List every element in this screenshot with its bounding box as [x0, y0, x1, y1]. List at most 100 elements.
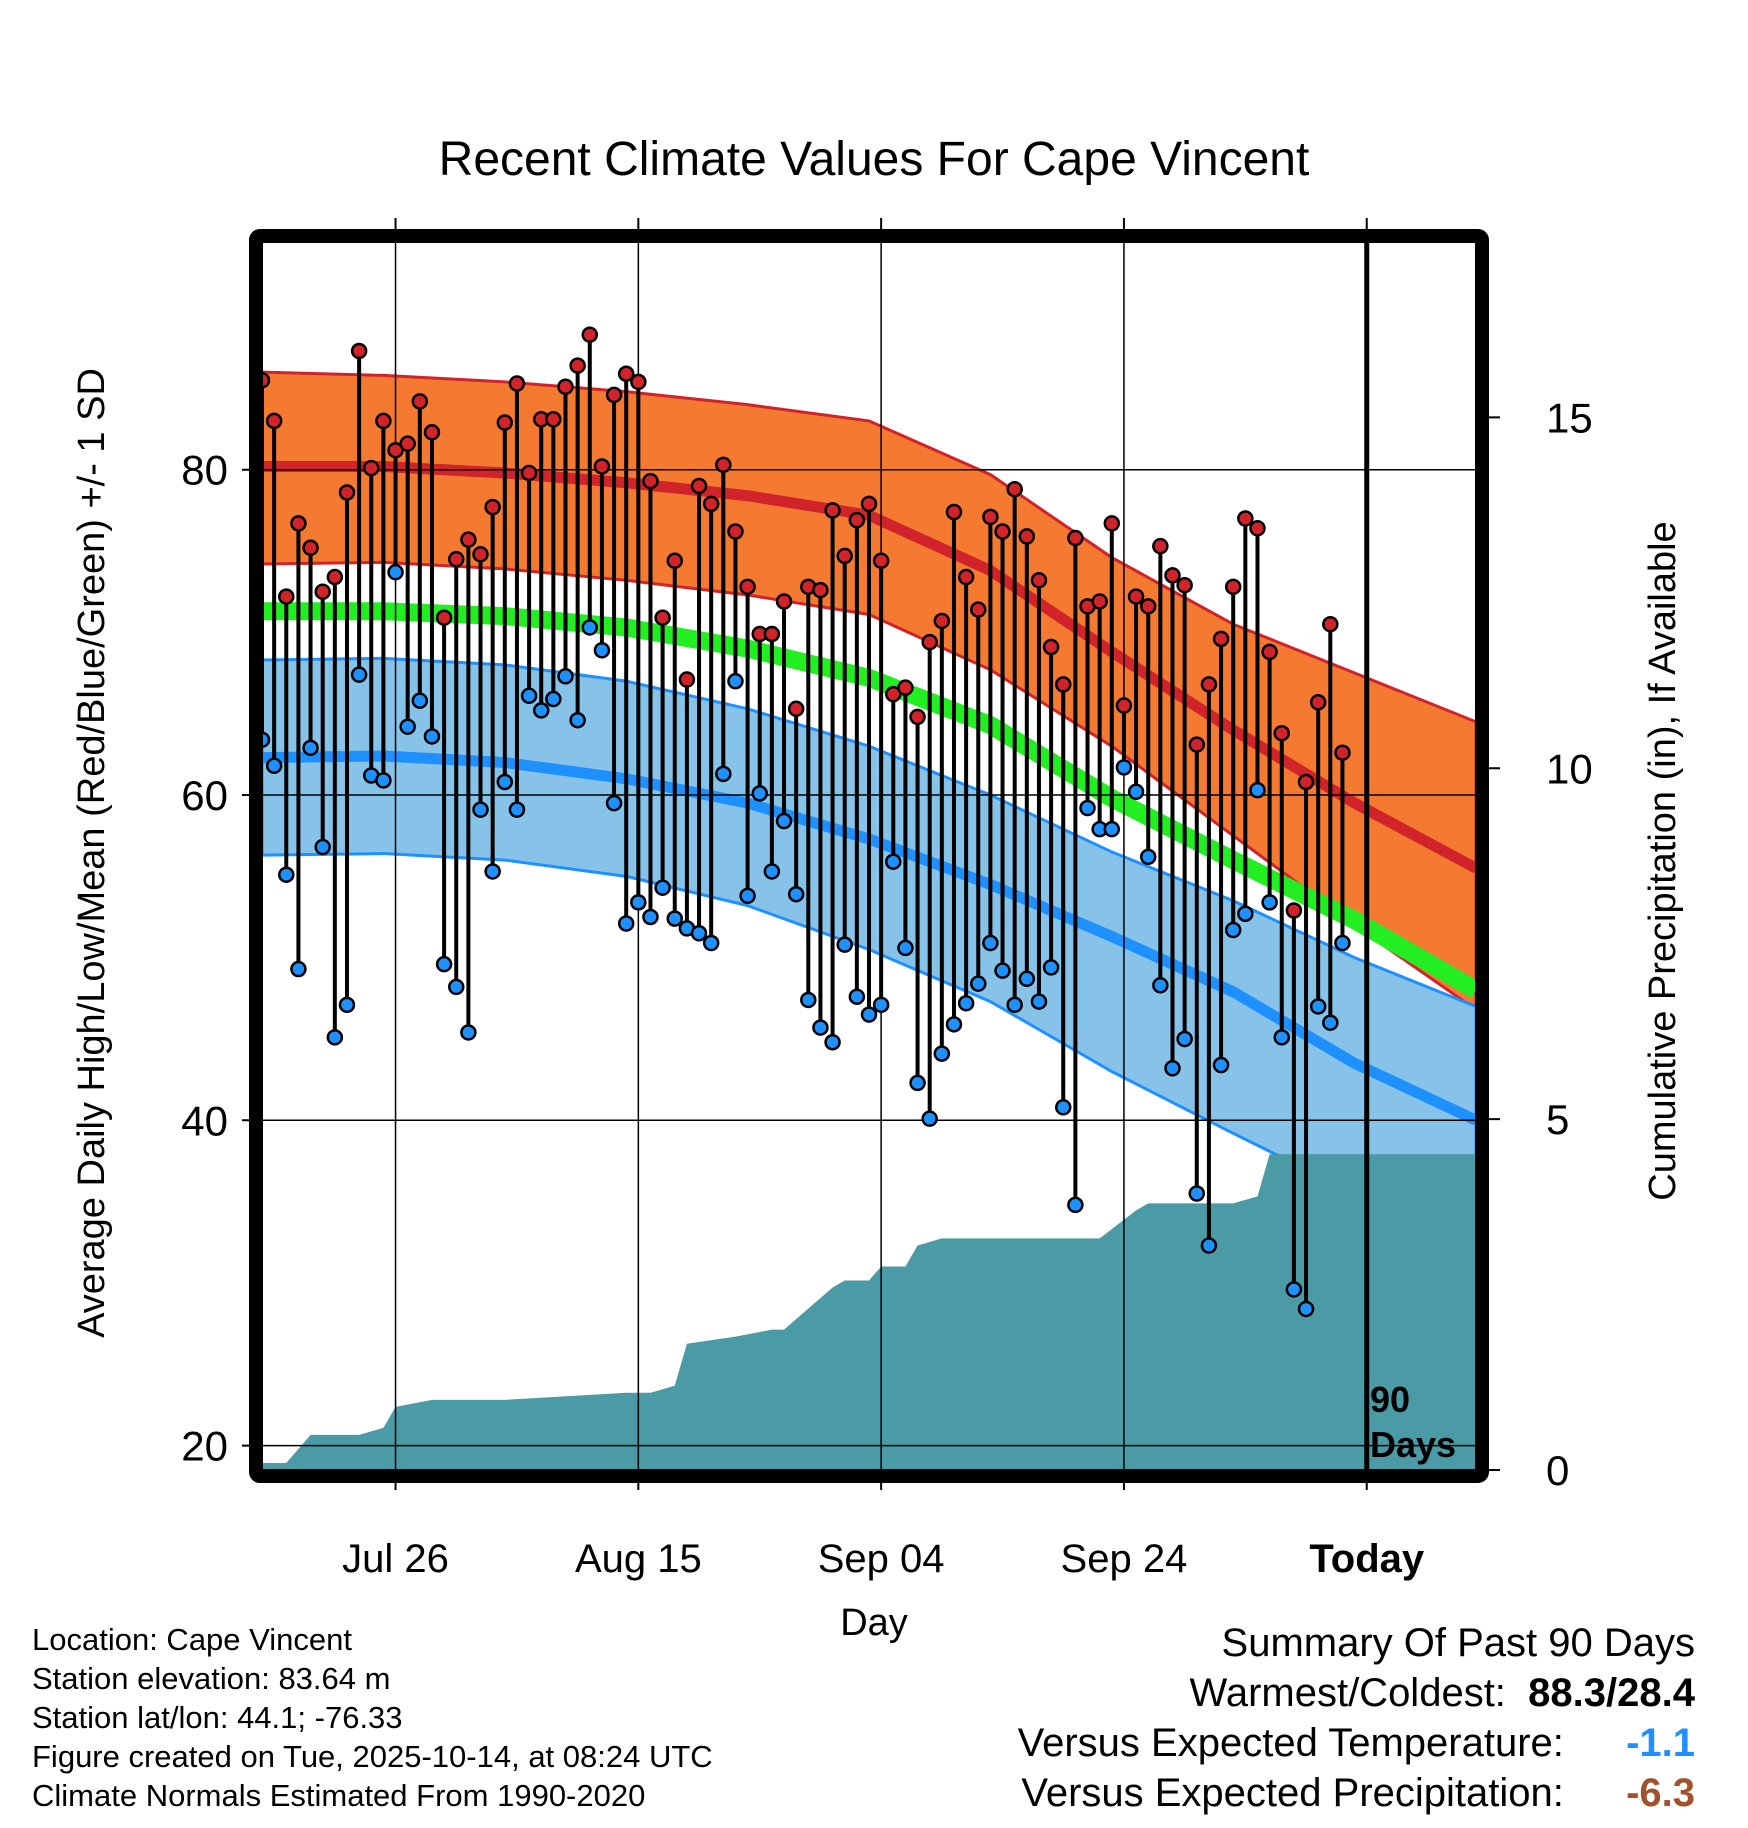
daily-high-point — [1103, 515, 1121, 532]
daily-high-point — [423, 424, 441, 441]
x-tick-label: Today — [1309, 1537, 1425, 1581]
daily-high-point — [654, 609, 671, 626]
daily-high-point — [775, 593, 793, 610]
x-tick-label: Sep 04 — [818, 1537, 945, 1581]
latlon-text: Station lat/lon: 44.1; -76.33 — [32, 1700, 403, 1735]
daily-low-point — [812, 1019, 829, 1036]
daily-low-point — [1200, 1237, 1218, 1254]
daily-low-point — [945, 1016, 963, 1033]
daily-high-point — [1237, 510, 1254, 527]
daily-low-point — [994, 962, 1011, 979]
daily-low-point — [338, 996, 356, 1014]
daily-low-point — [690, 925, 708, 942]
daily-low-point — [739, 887, 756, 905]
daily-low-point — [1188, 1185, 1206, 1202]
precip-label: Versus Expected Precipitation: — [1021, 1771, 1564, 1815]
daily-high-point — [557, 378, 574, 396]
daily-low-point — [885, 853, 902, 870]
daily-high-point — [812, 581, 829, 599]
low-sd-band — [262, 656, 1476, 1248]
x-tick-label: Sep 24 — [1061, 1537, 1188, 1581]
temp-label: Versus Expected Temperature: — [1017, 1721, 1564, 1765]
y-tick-label: 40 — [181, 1097, 228, 1144]
daily-high-point — [897, 679, 914, 696]
daily-low-point — [775, 812, 793, 830]
daily-low-point — [350, 666, 368, 683]
daily-low-point — [1212, 1056, 1230, 1074]
daily-low-point — [472, 801, 489, 818]
daily-high-point — [666, 552, 684, 570]
daily-high-point — [508, 375, 526, 392]
daily-high-point — [1164, 567, 1181, 584]
daily-low-point — [1273, 1029, 1291, 1046]
warmest-value: 88.3 — [1528, 1671, 1607, 1715]
daily-low-point — [1309, 998, 1327, 1015]
daily-low-point — [1176, 1030, 1193, 1048]
daily-low-point — [715, 765, 732, 783]
daily-low-point — [557, 668, 574, 685]
daily-high-point — [593, 458, 611, 475]
daily-high-point — [262, 372, 271, 389]
daily-low-point — [290, 960, 307, 978]
daily-low-point — [970, 975, 987, 992]
precip-value: -6.3 — [1626, 1771, 1695, 1815]
daily-low-point — [411, 692, 429, 709]
daily-high-point — [1067, 529, 1084, 547]
daily-low-point — [605, 794, 623, 812]
daily-low-point — [1237, 905, 1254, 922]
daily-low-point — [1152, 977, 1169, 994]
daily-high-point — [447, 550, 465, 568]
daily-low-point — [1285, 1281, 1303, 1298]
daily-low-point — [897, 939, 914, 957]
daily-low-point — [824, 1033, 841, 1051]
daily-high-point — [1273, 724, 1291, 742]
daily-low-point — [1067, 1196, 1084, 1214]
daily-high-point — [1309, 694, 1327, 711]
daily-high-point — [496, 414, 514, 431]
daily-high-point — [520, 464, 538, 482]
daily-low-point — [836, 936, 853, 953]
summary-title: Summary Of Past 90 Days — [1221, 1621, 1695, 1665]
y-tick-label: 20 — [181, 1423, 228, 1470]
daily-high-point — [848, 511, 866, 529]
daily-low-point — [532, 702, 550, 719]
daily-low-point — [617, 915, 635, 932]
daily-marks — [262, 326, 1351, 1318]
daily-low-point — [921, 1110, 938, 1127]
daily-low-point — [460, 1024, 477, 1041]
daily-high-point — [933, 612, 951, 630]
daily-high-point — [763, 625, 781, 643]
period-label-days: Days — [1370, 1424, 1456, 1465]
location-text: Location: Cape Vincent — [32, 1622, 352, 1657]
daily-high-point — [994, 523, 1011, 540]
daily-high-point — [1224, 578, 1242, 596]
daily-low-point — [545, 690, 562, 708]
daily-high-point — [435, 609, 453, 626]
daily-high-point — [885, 685, 902, 703]
daily-high-point — [569, 357, 586, 374]
created-text: Figure created on Tue, 2025-10-14, at 08… — [32, 1739, 713, 1774]
x-tick-label: Aug 15 — [575, 1537, 702, 1581]
cumulative-precip-area — [262, 1154, 1476, 1470]
y2-tick-label: 10 — [1546, 745, 1593, 792]
daily-high-point — [872, 552, 890, 570]
daily-low-point — [496, 773, 514, 791]
daily-high-point — [1334, 744, 1351, 761]
daily-low-point — [630, 894, 647, 911]
daily-low-point — [435, 955, 453, 973]
daily-high-point — [1200, 676, 1218, 693]
y2-axis-label: Cumulative Precipitation (in), If Availa… — [1642, 521, 1684, 1200]
daily-low-point — [1249, 781, 1266, 799]
daily-high-point — [326, 568, 344, 586]
daily-high-point — [411, 393, 429, 410]
daily-high-point — [1212, 630, 1230, 648]
daily-low-point — [508, 801, 526, 818]
daily-low-point — [1006, 996, 1023, 1014]
daily-high-point — [278, 588, 295, 605]
daily-low-point — [1334, 934, 1351, 952]
daily-low-point — [520, 687, 538, 705]
daily-high-point — [860, 495, 878, 513]
x-tick-label: Jul 26 — [342, 1537, 449, 1581]
daily-high-point — [1091, 593, 1108, 610]
normals-text: Climate Normals Estimated From 1990-2020 — [32, 1778, 646, 1813]
